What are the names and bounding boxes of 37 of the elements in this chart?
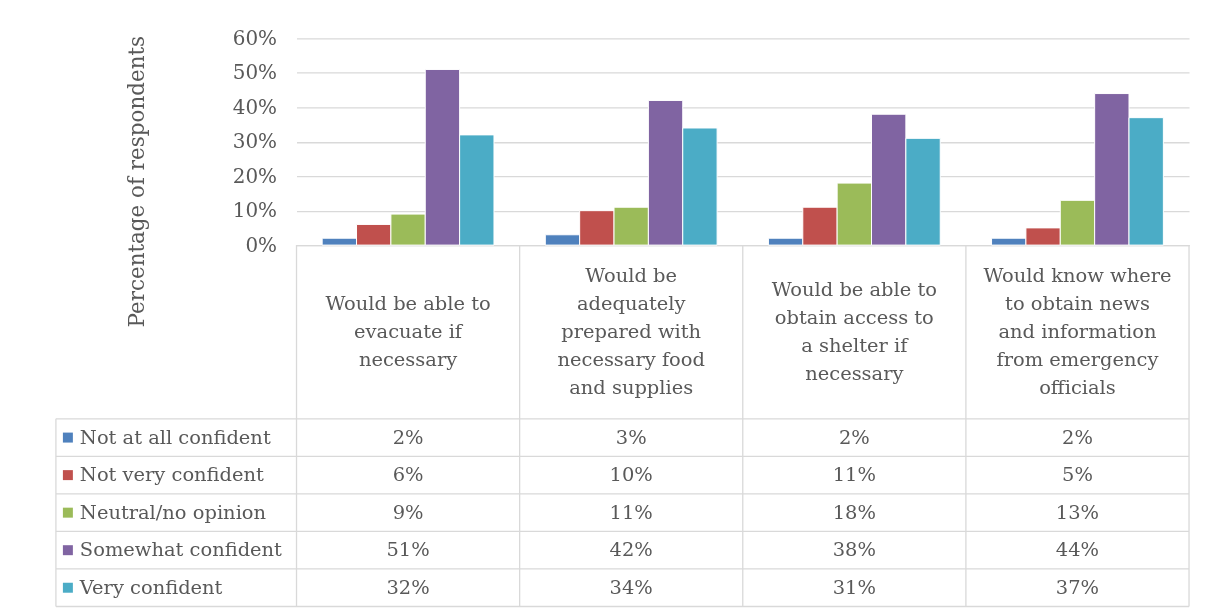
y-axis-title: Percentage of respondents: [123, 35, 149, 328]
legend-label: Not very confident: [79, 463, 265, 487]
data-label: 11%: [832, 463, 876, 487]
legend-label: Not at all confident: [79, 425, 271, 449]
data-label: 37%: [1055, 575, 1100, 599]
y-tick-label: 40%: [232, 94, 278, 119]
legend-label: Neutral/no opinion: [79, 500, 267, 524]
data-label: 2%: [838, 425, 870, 449]
data-label: 9%: [392, 500, 424, 524]
y-tick-label: 50%: [232, 60, 278, 85]
x-tick-label: Would be able to evacuate if necessary: [325, 291, 491, 371]
data-label: 51%: [386, 538, 430, 562]
data-label: 10%: [609, 463, 653, 487]
y-tick-label: 60%: [232, 25, 278, 50]
data-label: 3%: [615, 425, 647, 449]
y-tick-label: 0%: [245, 232, 278, 257]
x-tick-label: Would be able to obtain access to a shelter if necessary: [771, 278, 937, 385]
data-label: 18%: [832, 500, 876, 524]
data-label: 44%: [1055, 538, 1100, 562]
y-tick-label: 30%: [232, 129, 278, 154]
data-label: 5%: [1062, 463, 1093, 487]
x-tick-label: Would know where to obtain news and information from emergency officials: [983, 264, 1172, 399]
data-label: 11%: [609, 500, 653, 524]
data-label: 34%: [609, 575, 653, 599]
data-label: 13%: [1055, 500, 1100, 524]
data-label: 31%: [832, 575, 876, 599]
data-label: 42%: [609, 538, 653, 562]
y-tick-label: 10%: [232, 198, 278, 223]
data-label: 32%: [386, 575, 430, 599]
legend-label: Somewhat confident: [79, 538, 283, 562]
legend-label: Very confident: [78, 575, 223, 599]
x-tick-label: Would be adequately prepared with necessary food and supplies: [557, 264, 705, 399]
data-label: 6%: [392, 463, 424, 487]
data-label: 38%: [832, 538, 876, 562]
y-tick-label: 20%: [232, 163, 278, 188]
data-label: 2%: [1062, 425, 1093, 449]
data-label: 2%: [392, 425, 424, 449]
